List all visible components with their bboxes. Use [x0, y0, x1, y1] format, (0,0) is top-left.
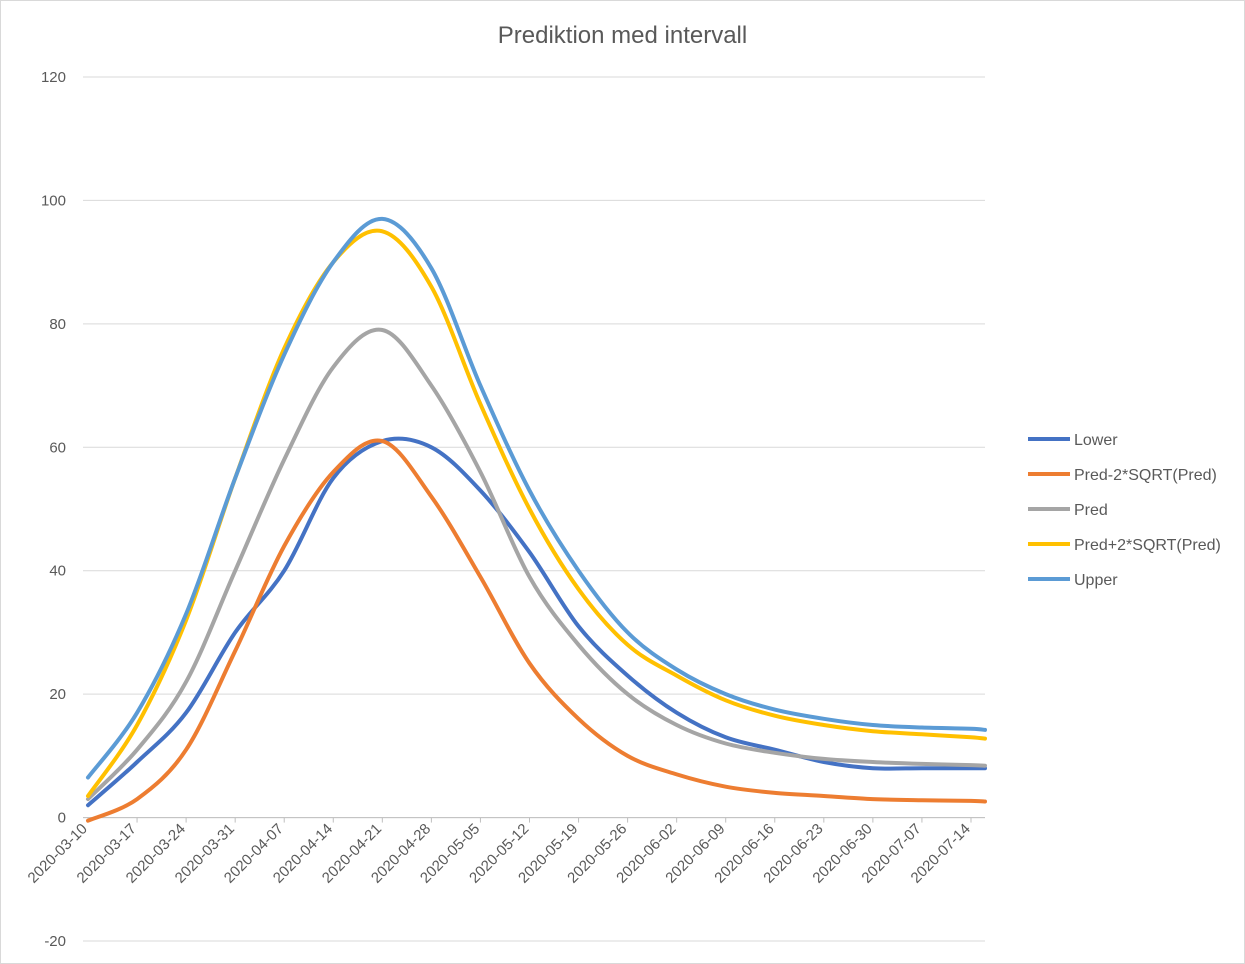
y-tick-label: 120	[41, 69, 66, 86]
series-line-lower	[86, 436, 987, 808]
y-tick-label: 100	[41, 192, 66, 209]
legend-label-pred-2-sqrt-pred: Pred+2*SQRT(Pred)	[1074, 537, 1221, 554]
gridlines	[83, 76, 985, 942]
y-tick-label: 20	[49, 686, 66, 703]
series-line-pred-2-sqrt-pred	[86, 438, 987, 823]
legend-label-pred: Pred	[1074, 502, 1108, 519]
series-line-upper	[86, 216, 987, 780]
series-line-pred	[86, 327, 987, 802]
y-tick-label: 80	[49, 316, 66, 333]
x-axis: 2020-03-102020-03-172020-03-242020-03-31…	[25, 817, 985, 887]
legend-label-pred-2-sqrt-pred: Pred-2*SQRT(Pred)	[1074, 467, 1217, 484]
series-lines	[86, 216, 987, 823]
chart-title: Prediktion med intervall	[497, 22, 748, 49]
y-axis: -20 0 20 40 60 80 100 120	[41, 69, 66, 950]
y-tick-label: 60	[49, 439, 66, 456]
legend-label-upper: Upper	[1074, 572, 1118, 589]
legend: Lower Pred-2*SQRT(Pred) Pred Pred+2*SQRT(Pr…	[1028, 432, 1221, 589]
y-tick-label: 0	[58, 810, 66, 827]
legend-label-lower: Lower	[1074, 432, 1118, 449]
y-tick-label: 40	[49, 563, 66, 580]
y-tick-label: -20	[44, 933, 66, 950]
